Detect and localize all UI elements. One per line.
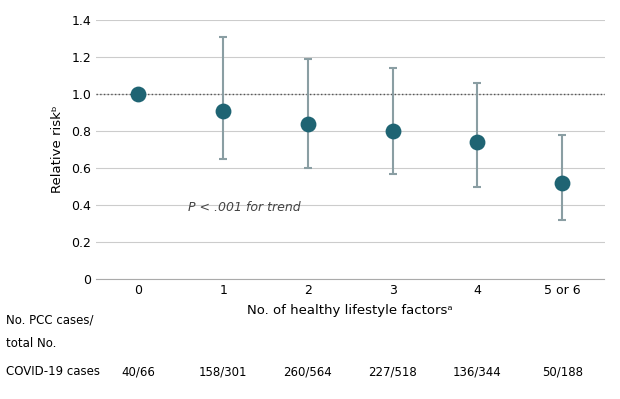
Text: total No.: total No. bbox=[6, 337, 56, 350]
Text: P < .001 for trend: P < .001 for trend bbox=[188, 201, 300, 215]
Point bbox=[388, 128, 397, 134]
Point bbox=[133, 91, 143, 97]
Point bbox=[303, 120, 313, 127]
Text: 227/518: 227/518 bbox=[368, 365, 417, 378]
Point bbox=[218, 108, 228, 114]
Point bbox=[557, 180, 567, 186]
Point bbox=[472, 139, 482, 145]
X-axis label: No. of healthy lifestyle factorsᵃ: No. of healthy lifestyle factorsᵃ bbox=[247, 304, 453, 317]
Text: 158/301: 158/301 bbox=[199, 365, 247, 378]
Text: 40/66: 40/66 bbox=[122, 365, 156, 378]
Text: No. PCC cases/: No. PCC cases/ bbox=[6, 313, 94, 326]
Y-axis label: Relative riskᵇ: Relative riskᵇ bbox=[51, 106, 64, 194]
Text: COVID-19 cases: COVID-19 cases bbox=[6, 365, 100, 378]
Text: 260/564: 260/564 bbox=[283, 365, 332, 378]
Text: 136/344: 136/344 bbox=[453, 365, 502, 378]
Text: 50/188: 50/188 bbox=[542, 365, 583, 378]
